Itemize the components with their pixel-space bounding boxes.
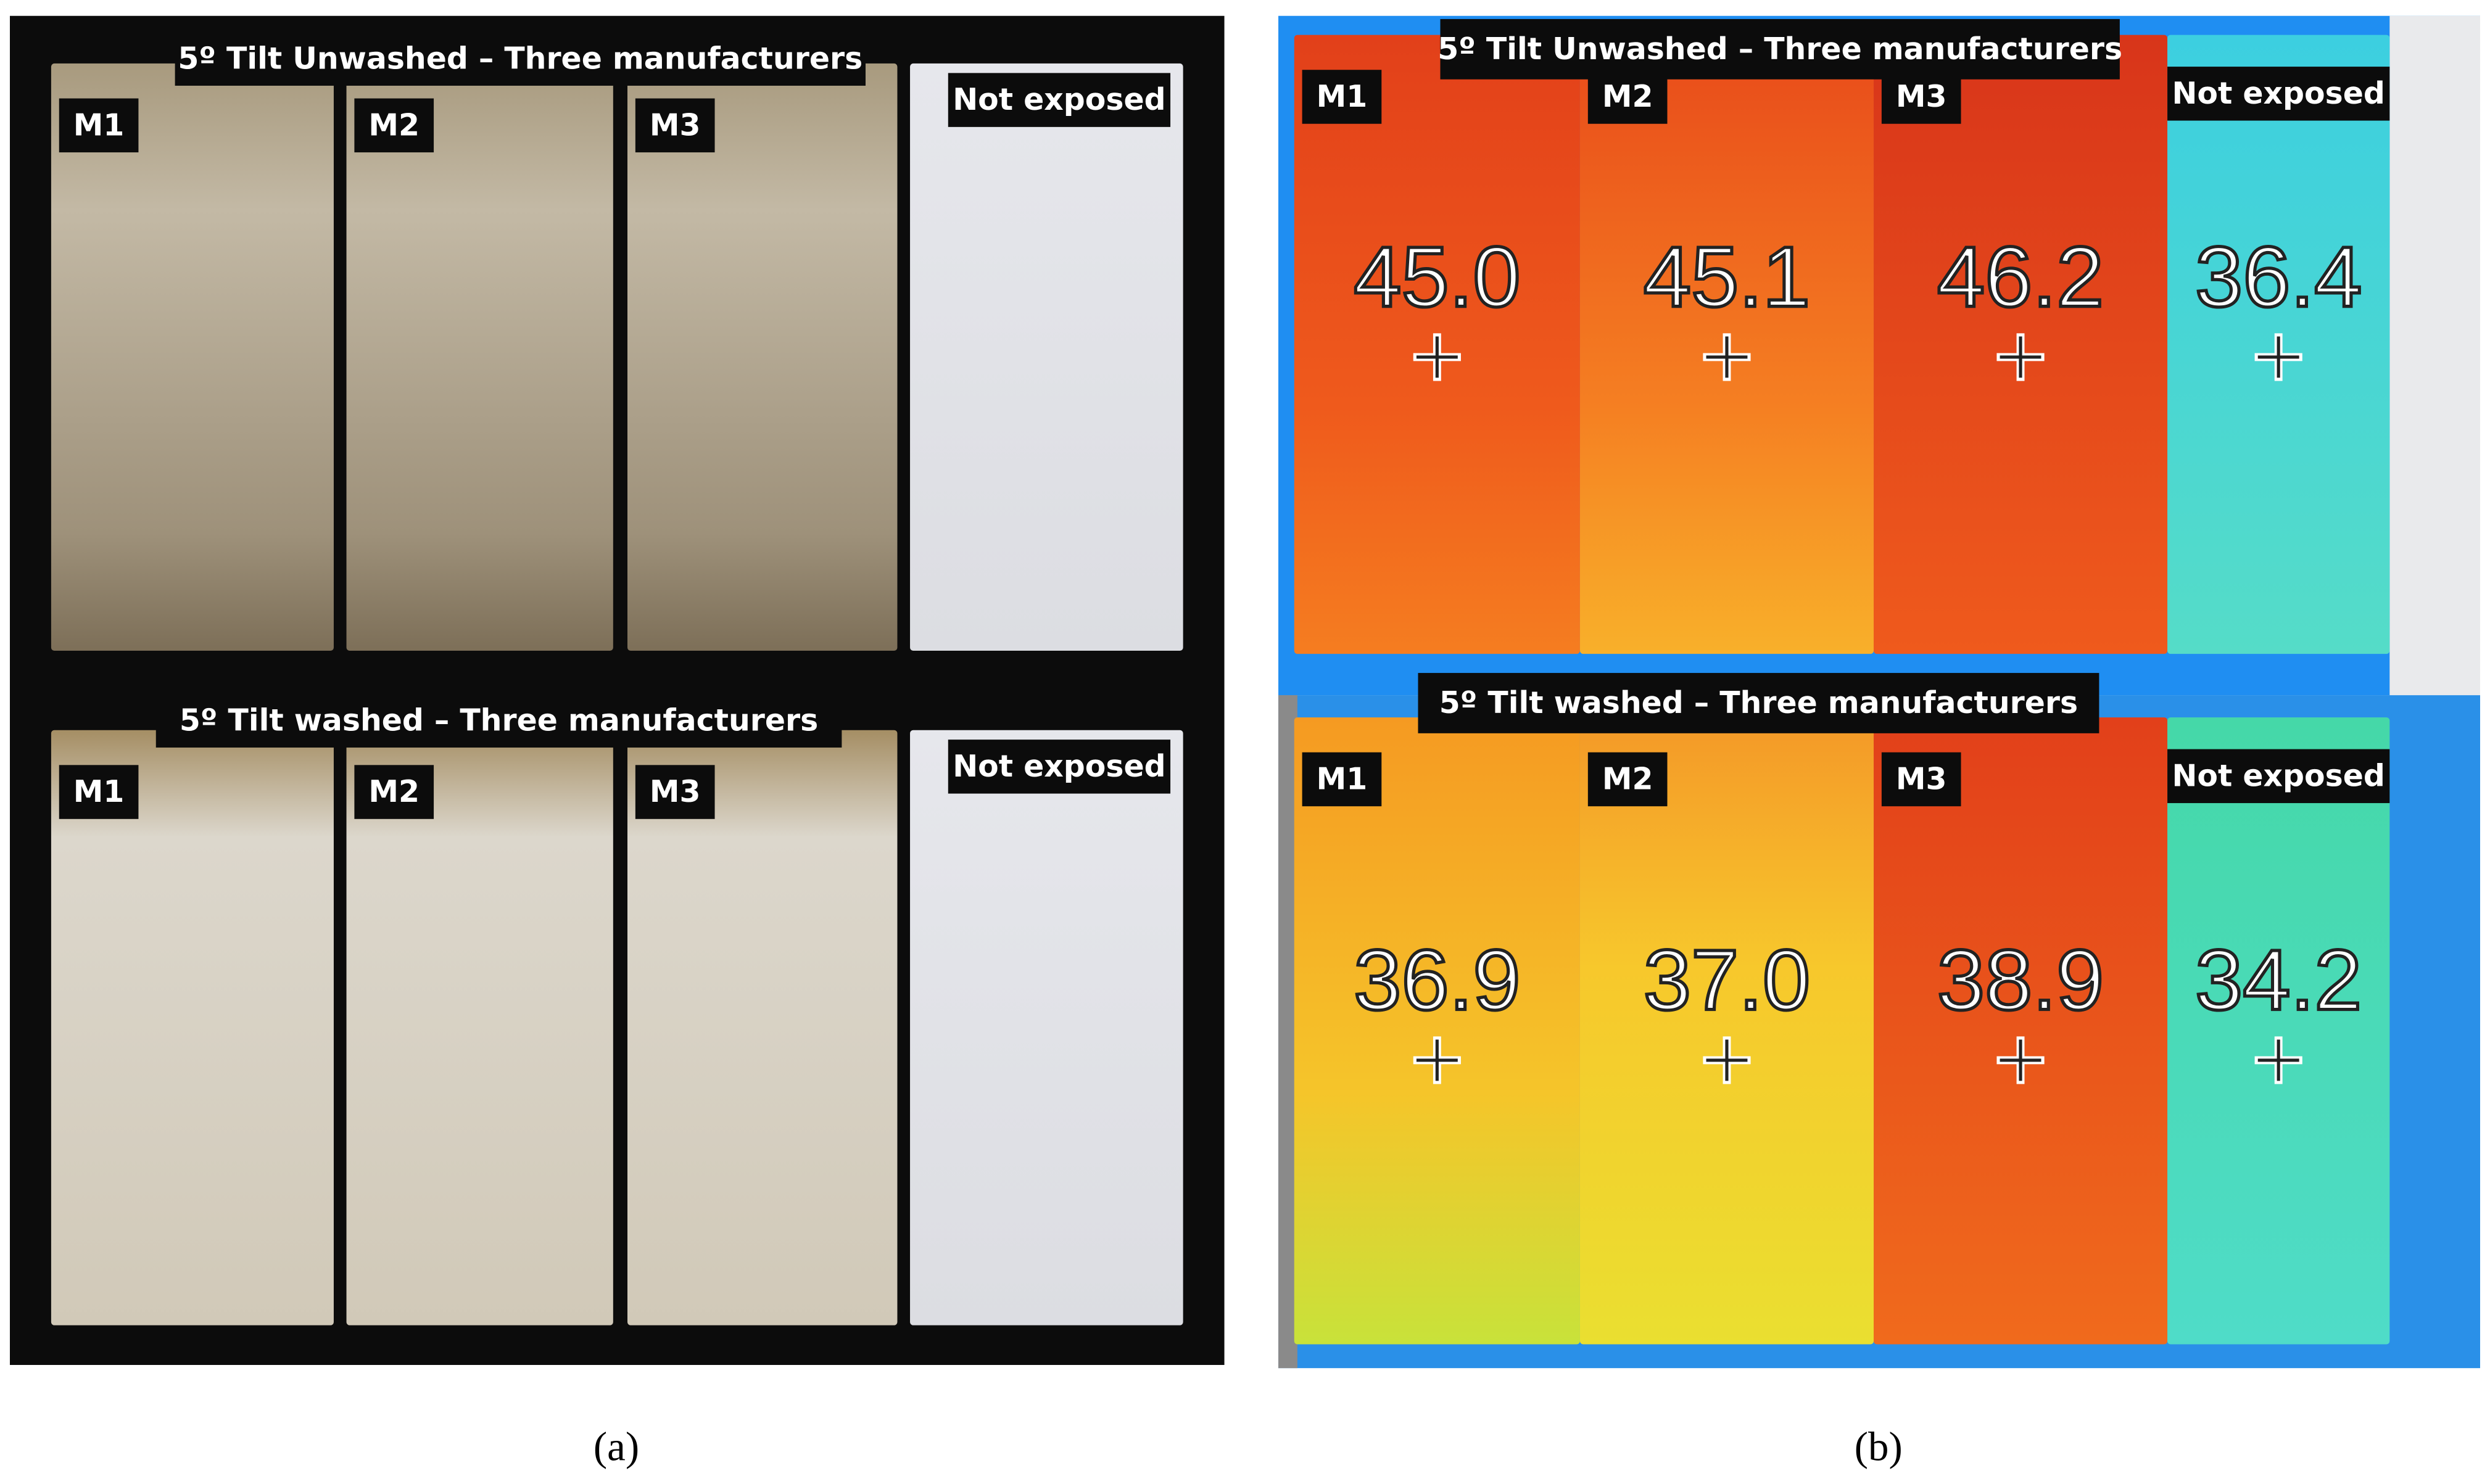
sample-label: M2: [1602, 79, 1653, 114]
crosshair: [2000, 336, 2041, 378]
label-box: [2167, 67, 2390, 121]
sample-label: M3: [650, 107, 701, 142]
panel-sample: [627, 730, 898, 1325]
label-box: [1302, 752, 1382, 807]
wall: [2389, 15, 2480, 696]
panel-sample: [910, 63, 1183, 651]
panel-sample: [51, 730, 334, 1325]
panel-sample: [627, 63, 898, 651]
sample-label: M1: [1317, 762, 1368, 797]
label-box: [948, 740, 1171, 794]
label-box: [635, 765, 715, 819]
title-box: [175, 31, 866, 86]
title-box: [155, 693, 842, 748]
panel-sample: [1579, 717, 1874, 1345]
sample-label: M2: [1602, 762, 1653, 797]
sample-label: M2: [368, 774, 420, 809]
label-box: [1881, 752, 1961, 807]
title-box: [1440, 19, 2120, 80]
crosshair: [1416, 336, 1458, 378]
label-box: [2167, 749, 2390, 804]
label-box: [948, 73, 1171, 127]
sample-label: M1: [1317, 79, 1368, 114]
sample-label: Not exposed: [953, 749, 1165, 784]
crosshair: [1706, 1039, 1748, 1081]
row-title: 5º Tilt Unwashed – Three manufacturers: [1437, 31, 2122, 67]
panel-sample: [1294, 717, 1580, 1345]
row-title: 5º Tilt Unwashed – Three manufacturers: [178, 41, 862, 76]
crosshair: [1706, 336, 1748, 378]
sample-label: M3: [1896, 79, 1947, 114]
panel-sample: [1874, 717, 2168, 1345]
panel-sample: [2167, 717, 2390, 1345]
sample-label: Not exposed: [2172, 758, 2385, 793]
temperature: 46.2: [1937, 229, 2104, 325]
sample-label: Not exposed: [953, 82, 1165, 117]
temperature: 45.1: [1644, 229, 1810, 325]
temperature: 37.0: [1644, 933, 1810, 1028]
crosshair: [2000, 1039, 2041, 1081]
label-box: [354, 98, 434, 153]
panel-sample: [346, 730, 613, 1325]
label-box: [354, 765, 434, 819]
panel-caption: (b): [1855, 1424, 1903, 1469]
label-box: [1587, 70, 1668, 124]
panel-sample: [346, 63, 613, 651]
temperature: 45.0: [1354, 229, 1520, 325]
sample-label: M1: [73, 107, 125, 142]
row-title: 5º Tilt washed – Three manufacturers: [180, 703, 818, 738]
temperature: 34.2: [2195, 933, 2362, 1028]
panel-caption: (a): [594, 1424, 639, 1469]
sample-label: M2: [368, 107, 420, 142]
sample-label: M1: [73, 774, 125, 809]
row-title: 5º Tilt washed – Three manufacturers: [1439, 685, 2078, 720]
label-box: [1302, 70, 1382, 124]
title-box: [1418, 673, 2099, 733]
sample-label: M3: [1896, 762, 1947, 797]
panel-sample: [910, 730, 1183, 1325]
temperature: 36.9: [1354, 933, 1520, 1028]
crosshair: [2257, 336, 2299, 378]
label-box: [635, 98, 715, 153]
crosshair: [2257, 1039, 2299, 1081]
sample-label: M3: [650, 774, 701, 809]
label-box: [1587, 752, 1668, 807]
label-box: [59, 765, 139, 819]
label-box: [59, 98, 139, 153]
panel-sample: [51, 63, 334, 651]
label-box: [1881, 70, 1961, 124]
sample-label: Not exposed: [2172, 76, 2385, 111]
temperature: 38.9: [1937, 933, 2104, 1028]
crosshair: [1416, 1039, 1458, 1081]
temperature: 36.4: [2195, 229, 2362, 325]
